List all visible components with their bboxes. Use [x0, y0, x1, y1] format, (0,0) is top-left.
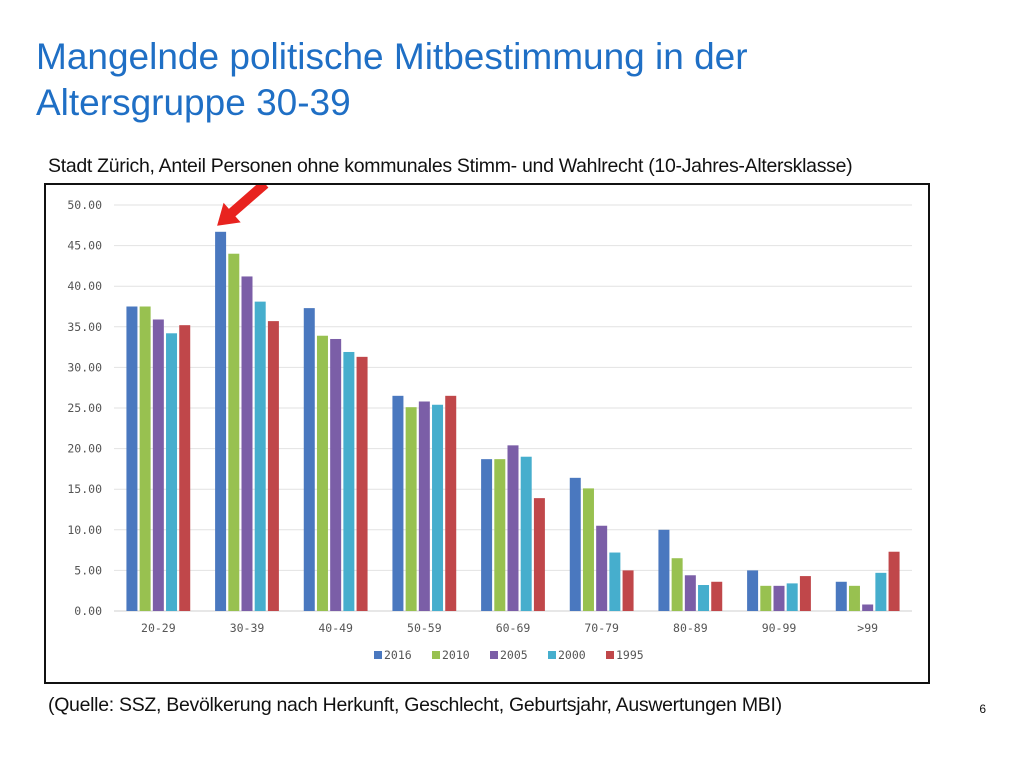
bar-2016-80-89 — [658, 529, 670, 611]
slide-title: Mangelnde politische Mitbestimmung in de… — [36, 34, 936, 126]
legend-label-2010: 2010 — [442, 648, 470, 662]
bar-2000-70-79 — [609, 552, 621, 611]
bar-1995-70-79 — [622, 570, 634, 611]
bar-2005-50-59 — [418, 401, 430, 611]
bar-1995-90-99 — [799, 576, 811, 611]
bar-2005-90-99 — [773, 585, 785, 611]
legend-swatch-1995 — [606, 651, 614, 659]
y-tick-label: 30.00 — [67, 360, 102, 374]
x-tick-label: 30-39 — [230, 621, 265, 635]
legend-label-2016: 2016 — [384, 648, 412, 662]
slide-title-line-2: Altersgruppe 30-39 — [36, 82, 351, 123]
bar-2016-40-49 — [303, 308, 315, 611]
bar-2000->99 — [875, 572, 887, 611]
bar-2005-70-79 — [596, 525, 608, 611]
bar-2010-30-39 — [228, 253, 240, 611]
legend-label-1995: 1995 — [616, 648, 644, 662]
legend-swatch-2005 — [490, 651, 498, 659]
bar-2010-40-49 — [316, 335, 328, 611]
y-tick-label: 20.00 — [67, 442, 102, 456]
y-tick-label: 25.00 — [67, 401, 102, 415]
bar-2010-80-89 — [671, 558, 683, 611]
red-arrow-icon — [217, 185, 269, 226]
bar-2010-90-99 — [760, 585, 772, 611]
y-tick-label: 0.00 — [74, 604, 102, 618]
bar-2010-60-69 — [494, 459, 506, 611]
bar-2000-80-89 — [698, 585, 710, 611]
x-tick-label: 60-69 — [496, 621, 531, 635]
bar-2016-30-39 — [215, 231, 227, 611]
bar-1995->99 — [888, 551, 900, 611]
bar-2000-50-59 — [432, 404, 444, 611]
legend-label-2005: 2005 — [500, 648, 528, 662]
y-tick-label: 50.00 — [67, 198, 102, 212]
bar-2016-50-59 — [392, 395, 404, 611]
bar-2000-30-39 — [254, 301, 266, 611]
bar-1995-30-39 — [267, 321, 279, 611]
bar-2010-50-59 — [405, 407, 417, 611]
bar-2010->99 — [848, 585, 860, 611]
bar-2005-30-39 — [241, 276, 253, 611]
bar-2010-20-29 — [139, 306, 151, 611]
page-number: 6 — [979, 702, 986, 716]
bar-2005->99 — [862, 604, 874, 611]
bar-2005-60-69 — [507, 445, 519, 611]
bar-1995-60-69 — [533, 498, 545, 611]
x-tick-label: 20-29 — [141, 621, 176, 635]
bar-2016-20-29 — [126, 306, 138, 611]
bar-1995-50-59 — [445, 395, 457, 611]
legend-swatch-2016 — [374, 651, 382, 659]
bar-2016-70-79 — [569, 477, 581, 611]
bar-2005-80-89 — [684, 575, 696, 611]
source-note: (Quelle: SSZ, Bevölkerung nach Herkunft,… — [48, 694, 782, 716]
bar-2005-40-49 — [330, 338, 342, 611]
legend-swatch-2000 — [548, 651, 556, 659]
y-tick-label: 35.00 — [67, 320, 102, 334]
chart-frame: 0.00 5.00 10.00 15.00 20.00 25.00 30.00 35.00 40… — [44, 183, 930, 684]
x-tick-label: 70-79 — [584, 621, 619, 635]
bar-2016->99 — [835, 581, 847, 611]
y-tick-label: 40.00 — [67, 279, 102, 293]
x-tick-label: 40-49 — [318, 621, 353, 635]
bar-2016-90-99 — [747, 570, 759, 611]
x-tick-label: 80-89 — [673, 621, 708, 635]
slide-title-line-1: Mangelnde politische Mitbestimmung in de… — [36, 36, 748, 77]
x-tick-label: 90-99 — [762, 621, 797, 635]
x-tick-label: 50-59 — [407, 621, 442, 635]
legend-label-2000: 2000 — [558, 648, 586, 662]
bar-2016-60-69 — [481, 459, 493, 611]
y-tick-label: 45.00 — [67, 239, 102, 253]
y-tick-label: 10.00 — [67, 523, 102, 537]
bar-2000-60-69 — [520, 456, 532, 611]
bar-chart: 0.00 5.00 10.00 15.00 20.00 25.00 30.00 35.00 40… — [67, 185, 912, 662]
legend-swatch-2010 — [432, 651, 440, 659]
bar-1995-40-49 — [356, 356, 368, 611]
bar-2005-20-29 — [152, 319, 164, 611]
chart-heading: Stadt Zürich, Anteil Personen ohne kommu… — [48, 155, 853, 177]
y-tick-label: 5.00 — [74, 563, 102, 577]
bar-2000-20-29 — [166, 333, 178, 611]
x-tick-label: >99 — [857, 621, 878, 635]
bar-2000-40-49 — [343, 351, 355, 611]
bar-2000-90-99 — [786, 583, 798, 611]
y-tick-label: 15.00 — [67, 482, 102, 496]
bar-1995-80-89 — [711, 581, 723, 611]
bar-1995-20-29 — [179, 325, 191, 611]
bar-2010-70-79 — [582, 488, 594, 611]
